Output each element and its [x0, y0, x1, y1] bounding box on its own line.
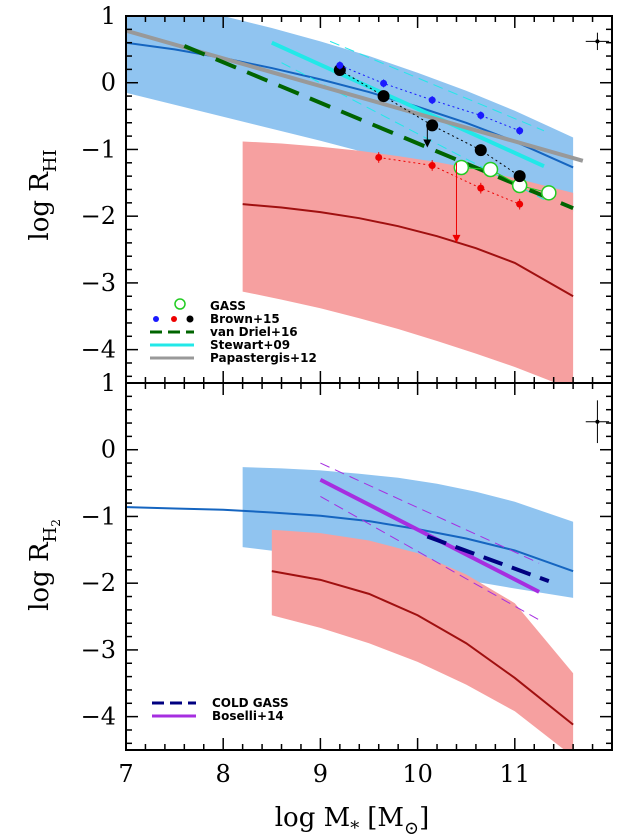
panel-frame [125, 382, 613, 751]
x-tick-labels: 7 8 9 10 11 [118, 760, 530, 788]
y-tick-label: 1 [101, 369, 116, 397]
series-h2-2-band [271, 529, 574, 750]
series-hi-10-point [377, 90, 390, 103]
series-hi-9-point [482, 161, 499, 178]
y-tick-label: −1 [81, 135, 116, 163]
series-hi-11-point [516, 127, 524, 135]
series-h2-1-line [126, 506, 574, 573]
series-hi-12-point [516, 200, 524, 208]
x-axis-title: log M* [M⊙] [275, 803, 430, 839]
y-tick-label: −4 [81, 703, 116, 731]
series-hi-12-point [428, 161, 436, 169]
legend-label: Brown+15 [210, 312, 280, 326]
y-tick-label: −2 [81, 569, 116, 597]
legend-label: Papastergis+12 [210, 351, 317, 365]
series-hi-11-point [428, 96, 436, 104]
series-hi-10-point [426, 119, 439, 132]
legend-swatch [174, 298, 186, 310]
series-hi-11-connector [339, 64, 520, 132]
y-tick-label: 0 [101, 436, 116, 464]
plot-area [126, 16, 584, 383]
y-tick-label: −3 [81, 269, 116, 297]
x-tick-label: 9 [313, 760, 328, 788]
series-h2-3-line [271, 570, 574, 726]
series-hi-12-point [477, 184, 485, 192]
y-tick-label: 0 [101, 69, 116, 97]
y-tick-label: −1 [81, 502, 116, 530]
legend-label: van Driel+16 [210, 325, 298, 339]
x-tick-label: 11 [500, 760, 531, 788]
legend-label: GASS [210, 299, 246, 313]
series-hi-11-point [336, 61, 344, 69]
legend-label: Boselli+14 [212, 709, 284, 723]
series-hi-5-line [329, 40, 545, 132]
series-hi-3-line [242, 203, 574, 298]
plot-area [126, 462, 574, 750]
y-tick-label: 1 [101, 2, 116, 30]
legend-swatch [153, 316, 159, 322]
x-tick-label: 8 [216, 760, 231, 788]
series-hi-2-band [242, 141, 574, 383]
legend-label: Stewart+09 [210, 338, 290, 352]
x-tick-label: 7 [118, 760, 133, 788]
series-hi-9-point [541, 185, 557, 201]
arrow-1-head [452, 234, 461, 243]
series-hi-10-point [513, 170, 526, 183]
legend-label: COLD GASS [212, 696, 289, 710]
corner-errorbar-point [595, 419, 600, 424]
series-h2-5-line [320, 462, 540, 564]
arrow-0-head [423, 139, 432, 148]
series-hi-12-point [375, 153, 383, 161]
y-axis-title-hi: log RHI [25, 149, 61, 240]
van-driel-16-line [183, 44, 574, 211]
y-tick-label: −3 [81, 636, 116, 664]
series-hi-11-point [477, 111, 485, 119]
y-axis-title-h2: log RH2 [25, 519, 63, 611]
legend-swatch [171, 316, 177, 322]
y-tick-label: −4 [81, 336, 116, 364]
legend-swatch [186, 315, 194, 323]
x-tick-label: 10 [402, 760, 433, 788]
series-hi-9-point [453, 159, 470, 176]
series-h2-6-line [320, 496, 540, 621]
series-hi-11-point [380, 79, 388, 87]
series-hi-9-connector [461, 166, 549, 194]
series-hi-10-point [474, 144, 487, 157]
corner-errorbar-point [595, 39, 600, 44]
cold-gass-line [426, 534, 550, 584]
stewart-09-line [270, 40, 545, 168]
y-tick-label: −2 [81, 202, 116, 230]
